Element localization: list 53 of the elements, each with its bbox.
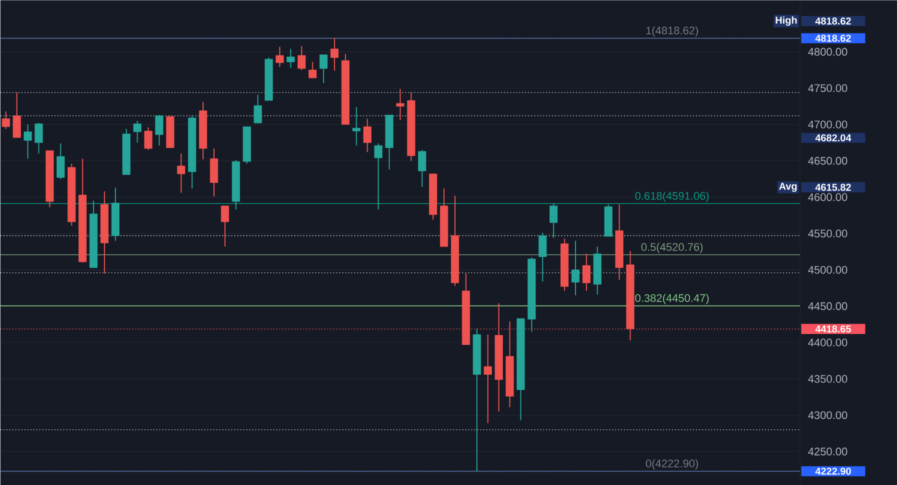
y-tick-label: 4300.00	[808, 411, 848, 420]
y-tick-label: 4500.00	[808, 266, 848, 274]
y-tick-label: 4600.00	[808, 193, 848, 201]
y-tick-label: 4750.00	[808, 84, 848, 92]
ref-line-label: 1(4818.62)	[646, 26, 698, 36]
candlestick	[220, 205, 229, 248]
candlestick	[363, 118, 372, 153]
candlestick	[254, 94, 262, 124]
candlestick	[155, 114, 164, 146]
candlestick	[2, 110, 10, 130]
ref-line-label: 0.618(4591.06)	[635, 192, 709, 202]
candlestick	[308, 61, 317, 78]
ref-line-label: 0(4222.90)	[646, 459, 698, 470]
y-tick-label: 4650.00	[808, 156, 848, 165]
candlestick	[582, 253, 590, 292]
candlestick	[12, 92, 21, 138]
y-tick-label: 4450.00	[808, 302, 848, 310]
candlestick	[286, 48, 295, 68]
ref-line-label: 4222.90	[815, 468, 851, 475]
candlestick	[571, 240, 580, 296]
candlestick	[298, 45, 306, 70]
candlestick	[330, 38, 339, 72]
annotation: Avg	[779, 182, 797, 192]
candlestick	[177, 152, 186, 194]
ref-line-label: 0.5(4520.76)	[641, 242, 703, 253]
candlestick	[396, 88, 404, 121]
candlestick	[24, 124, 32, 160]
text: 4818.62	[815, 17, 851, 24]
ref-line-label: 4418.65	[815, 325, 852, 332]
y-tick-label: 4250.00	[808, 448, 848, 456]
text: 4682.04	[815, 134, 852, 142]
ref-line-label: 4818.62	[815, 34, 851, 42]
candlestick	[538, 232, 547, 282]
y-tick-label: 4800.00	[808, 48, 848, 56]
candlestick	[418, 149, 426, 188]
candlestick	[276, 46, 284, 68]
text: 4615.82	[815, 184, 851, 191]
y-tick-label: 4700.00	[808, 120, 848, 128]
ref-line-label: 0.382(4450.47)	[635, 294, 709, 304]
candlestick	[352, 106, 360, 146]
candlestick	[133, 120, 142, 144]
annotation: High	[776, 16, 797, 26]
candlestick	[34, 122, 43, 154]
candlestick	[484, 334, 492, 424]
candlestick	[144, 126, 152, 150]
candlestick	[550, 202, 558, 238]
candlestick	[210, 148, 218, 197]
candlestick	[56, 142, 65, 180]
candlestick	[374, 142, 382, 210]
y-tick-label: 4400.00	[808, 338, 848, 346]
candlestick	[320, 54, 328, 84]
y-tick-label: 4350.00	[808, 374, 848, 383]
y-tick-label: 4550.00	[808, 230, 848, 238]
